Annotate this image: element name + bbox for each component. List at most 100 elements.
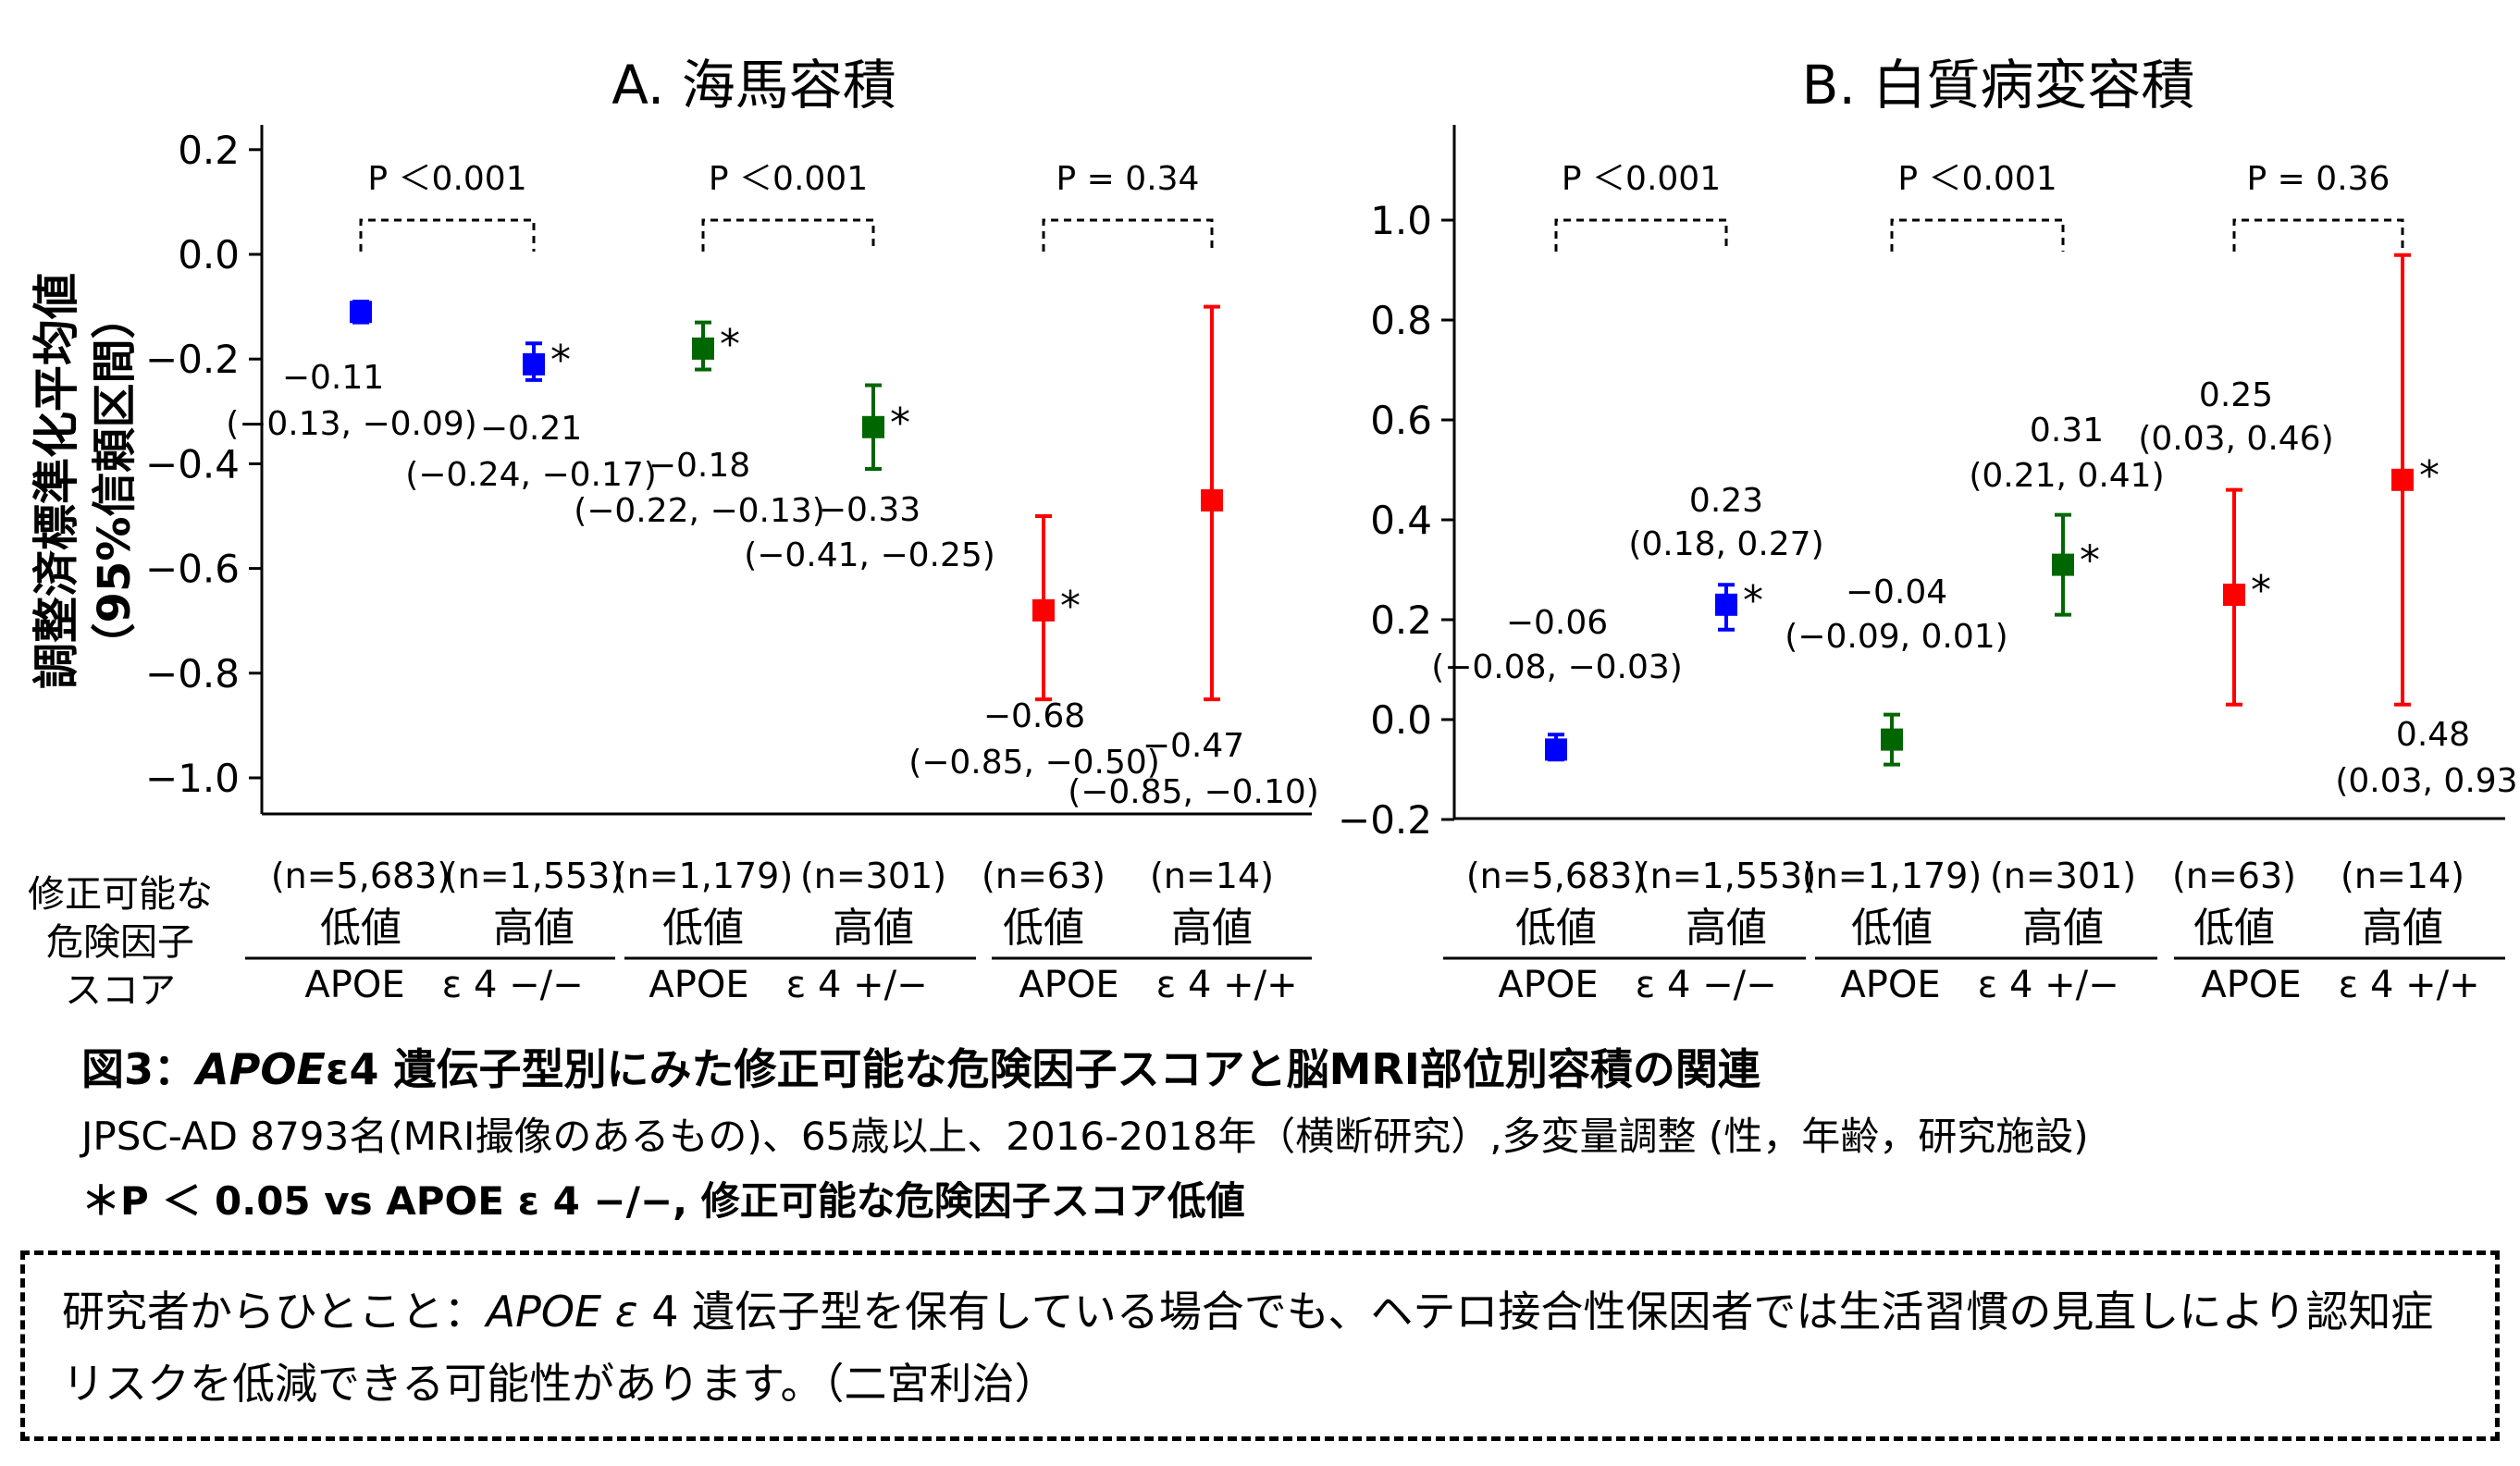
score-category-label: 高値 xyxy=(2022,905,2104,952)
point-value-label: 0.31 xyxy=(2030,412,2104,450)
pvalue-bracket xyxy=(701,218,875,252)
chart-title: A. 海馬容積 xyxy=(611,54,896,117)
y-tick-label: 0.8 xyxy=(1370,298,1432,343)
significance-marker: * xyxy=(2080,537,2100,585)
point-ci-label: (−0.08, −0.03) xyxy=(1431,648,1683,686)
pvalue-label: P ＜0.001 xyxy=(367,160,526,198)
sample-size-label: (n=301) xyxy=(1990,856,2136,896)
y-tick-label: −0.8 xyxy=(145,651,240,696)
data-point-marker xyxy=(1545,738,1567,761)
sample-size-label: (n=14) xyxy=(2341,856,2464,896)
data-point-marker xyxy=(862,415,884,438)
significance-marker: * xyxy=(890,400,910,447)
row-header-label: スコア xyxy=(65,969,176,1012)
sample-size-label: (n=63) xyxy=(982,856,1106,896)
figure-caption-note: ＊P ＜ 0.05 vs APOE ε 4 −/−, 修正可能な危険因子スコア低… xyxy=(81,1178,1245,1224)
data-point-marker xyxy=(1032,598,1055,622)
data-point-marker xyxy=(1881,728,1903,751)
apoe-group-label: APOE ε 4 −/− xyxy=(304,964,583,1006)
sample-size-label: (n=301) xyxy=(800,856,946,896)
point-value-label: −0.18 xyxy=(649,447,750,485)
y-tick-label: 1.0 xyxy=(1370,198,1432,243)
apoe-group-label: APOE ε 4 +/− xyxy=(649,964,927,1006)
point-value-label: 0.25 xyxy=(2199,376,2273,414)
pvalue-label: P ＜0.001 xyxy=(1562,160,1721,198)
figure-canvas: A. 海馬容積 0.2 0.0 −0.2 −0.4 −0.6 −0.8 −1.0 調整済標準化平… xyxy=(28,54,2520,1012)
score-category-label: 高値 xyxy=(833,905,914,952)
data-point-marker xyxy=(1201,489,1223,512)
data-point-marker xyxy=(2391,468,2414,491)
sample-size-label: (n=5,683) xyxy=(271,856,451,896)
significance-marker: * xyxy=(720,321,740,368)
sample-size-label: (n=1,179) xyxy=(613,856,793,896)
point-value-label: −0.68 xyxy=(983,697,1085,735)
point-ci-label: (0.03, 0.46) xyxy=(2138,420,2333,458)
point-value-label: −0.47 xyxy=(1143,727,1244,765)
score-category-label: 低値 xyxy=(1851,905,1933,952)
y-tick-label: −1.0 xyxy=(145,756,240,801)
score-category-label: 高値 xyxy=(2362,905,2443,952)
researcher-comment-box: 研究者からひとこと：APOE ε 4 遺伝子型を保有している場合でも、ヘテロ接合… xyxy=(20,1250,2500,1441)
figure-caption-line: JPSC-AD 8793名(MRI撮像のあるもの)、65歳以上、2016-201… xyxy=(81,1114,2089,1159)
pvalue-bracket xyxy=(1042,218,1214,252)
significance-marker: * xyxy=(1060,583,1081,630)
point-value-label: −0.21 xyxy=(480,410,582,448)
point-value-label: −0.04 xyxy=(1846,573,1947,611)
y-tick-label: −0.6 xyxy=(145,547,240,592)
figure-caption-title: 図3：APOEε4 遺伝子型別にみた修正可能な危険因子スコアと脳MRI部位別容積… xyxy=(81,1044,1760,1094)
score-category-label: 低値 xyxy=(2193,905,2275,952)
y-tick-label: 0.0 xyxy=(178,232,240,277)
point-value-label: −0.11 xyxy=(282,359,384,397)
pvalue-label: P = 0.36 xyxy=(2247,160,2390,198)
y-tick-label: −0.4 xyxy=(145,441,240,487)
score-category-label: 高値 xyxy=(1686,905,1767,952)
point-value-label: 0.23 xyxy=(1689,482,1763,520)
sample-size-label: (n=63) xyxy=(2172,856,2296,896)
y-axis-label-ci: （95%信頼区間） xyxy=(89,295,141,668)
row-header-label: 修正可能な xyxy=(28,873,213,916)
point-ci-label: (−0.41, −0.25) xyxy=(744,536,995,574)
data-point-marker xyxy=(692,337,714,360)
point-ci-label: (−0.85, −0.10) xyxy=(1068,773,1319,811)
point-ci-label: (−0.13, −0.09) xyxy=(226,405,477,443)
score-category-label: 高値 xyxy=(493,905,574,952)
significance-marker: * xyxy=(1743,577,1763,624)
data-point-marker xyxy=(523,352,545,376)
y-tick-label: 0.2 xyxy=(178,128,240,173)
sample-size-label: (n=1,179) xyxy=(1802,856,1982,896)
point-ci-label: (−0.85, −0.50) xyxy=(908,744,1160,782)
significance-marker: * xyxy=(2251,567,2271,614)
y-tick-label: −0.2 xyxy=(1338,797,1432,843)
point-ci-label: (0.18, 0.27) xyxy=(1628,525,1823,563)
sample-size-label: (n=14) xyxy=(1150,856,1274,896)
apoe-group-label: APOE ε 4 +/+ xyxy=(1019,964,1297,1006)
y-axis-label: 調整済標準化平均値 xyxy=(30,273,83,689)
point-ci-label: (−0.22, −0.13) xyxy=(574,492,825,530)
sample-size-label: (n=1,553) xyxy=(1637,856,1816,896)
point-value-label: −0.06 xyxy=(1506,604,1608,642)
pvalue-bracket xyxy=(1890,218,2065,252)
chart-title: B. 白質病変容積 xyxy=(1802,54,2195,117)
pvalue-label: P = 0.34 xyxy=(1056,160,1200,198)
pvalue-bracket xyxy=(2232,218,2404,252)
data-point-marker xyxy=(350,301,372,324)
point-value-label: 0.48 xyxy=(2396,716,2470,754)
y-tick-label: 0.2 xyxy=(1370,597,1432,643)
row-header-label: 危険因子 xyxy=(46,921,194,964)
point-ci-label: (−0.24, −0.17) xyxy=(405,456,657,494)
y-tick-label: 0.0 xyxy=(1370,697,1432,743)
pvalue-label: P ＜0.001 xyxy=(1897,160,2057,198)
pvalue-label: P ＜0.001 xyxy=(709,160,868,198)
score-category-label: 低値 xyxy=(1515,905,1597,952)
score-category-label: 低値 xyxy=(662,905,744,952)
y-tick-label: 0.4 xyxy=(1370,498,1432,543)
y-tick-label: −0.2 xyxy=(145,337,240,382)
apoe-group-label: APOE ε 4 +/− xyxy=(1840,964,2119,1006)
sample-size-label: (n=1,553) xyxy=(444,856,624,896)
data-point-marker xyxy=(2223,584,2245,606)
point-ci-label: (0.21, 0.41) xyxy=(1969,457,2164,495)
pvalue-bracket xyxy=(359,218,536,252)
point-ci-label: (−0.09, 0.01) xyxy=(1785,618,2007,656)
score-category-label: 低値 xyxy=(1003,905,1084,952)
data-point-marker xyxy=(2052,553,2074,576)
